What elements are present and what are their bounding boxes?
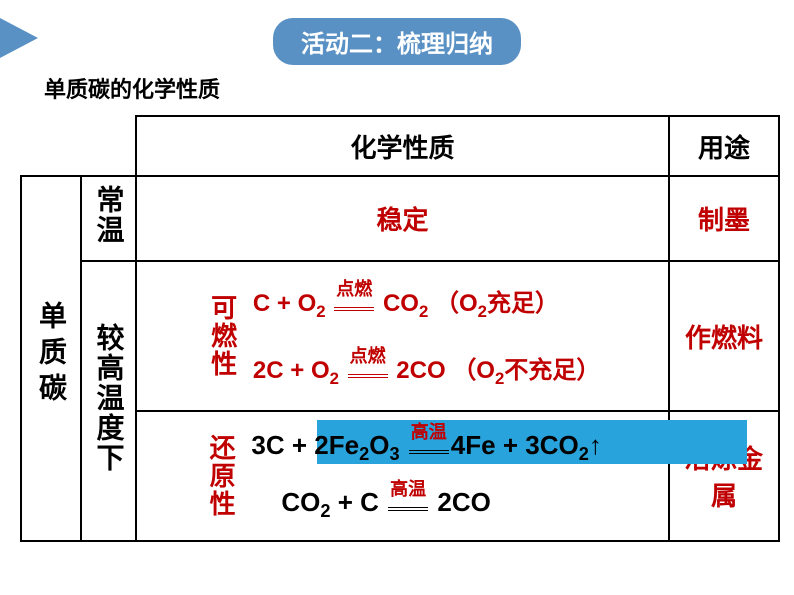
req1-arrow: ↑ bbox=[589, 430, 602, 460]
req1-condition: 高温 bbox=[407, 438, 451, 459]
property-stable-cell: 稳定 bbox=[136, 176, 669, 261]
req2-sub1: 2 bbox=[320, 501, 330, 521]
eq1-sub1: 2 bbox=[316, 302, 325, 321]
header-property: 化学性质 bbox=[136, 116, 669, 176]
use-fuel: 作燃料 bbox=[685, 323, 763, 353]
req1-mid: O bbox=[369, 430, 389, 460]
condition-high-temp: 较高温度下 bbox=[81, 261, 136, 541]
use-ink: 制墨 bbox=[698, 205, 750, 235]
condition-room-temp-label: 常温 bbox=[89, 185, 129, 245]
eq2-cond-label: 点燃 bbox=[350, 342, 386, 368]
req2-right: 2CO bbox=[437, 487, 490, 517]
req1-sub1: 2 bbox=[359, 444, 369, 464]
req2-condition: 高温 bbox=[386, 495, 430, 516]
eq2-sub1: 2 bbox=[330, 369, 339, 388]
eq1-note-right: 充足） bbox=[487, 290, 559, 317]
req2-mid: + C bbox=[331, 487, 387, 517]
req1-cond-label: 高温 bbox=[411, 418, 447, 444]
combustion-cell: 可燃性 C + O2 点燃 CO2 （O2充足） 2C + O2 点燃 2CO … bbox=[136, 261, 669, 411]
combustibility-label: 可燃性 bbox=[205, 294, 242, 378]
eq1-note-sub: 2 bbox=[478, 302, 487, 321]
reducibility-label: 还原性 bbox=[203, 434, 240, 518]
condition-high-temp-label: 较高温度下 bbox=[89, 323, 129, 473]
section-subtitle: 单质碳的化学性质 bbox=[44, 72, 220, 104]
table-row-stable: 单质碳 常温 稳定 制墨 bbox=[21, 176, 779, 261]
eq1-sub2: 2 bbox=[419, 302, 428, 321]
property-stable: 稳定 bbox=[376, 205, 428, 235]
combustion-eq-1: C + O2 点燃 CO2 （O2充足） bbox=[253, 283, 600, 322]
eq1-cond-label: 点燃 bbox=[336, 275, 372, 301]
eq2-right: 2CO （O bbox=[396, 357, 495, 384]
slide-marker-triangle bbox=[0, 18, 38, 58]
header-blank bbox=[21, 116, 136, 176]
req2-cond-label: 高温 bbox=[390, 475, 426, 501]
eq1-condition: 点燃 bbox=[332, 295, 376, 316]
reduction-equations: 3C + 2Fe2O3 高温4Fe + 3CO2↑ CO2 + C 高温 2CO bbox=[251, 422, 601, 530]
combustion-equations: C + O2 点燃 CO2 （O2充足） 2C + O2 点燃 2CO （O2不… bbox=[253, 275, 600, 397]
eq2-sub2: 2 bbox=[495, 369, 504, 388]
reduction-eq-1: 3C + 2Fe2O3 高温4Fe + 3CO2↑ bbox=[251, 430, 601, 465]
eq1-note-left: （O bbox=[435, 290, 478, 317]
eq2-left: 2C + O bbox=[253, 357, 330, 384]
use-fuel-cell: 作燃料 bbox=[669, 261, 779, 411]
req1-sub3: 2 bbox=[579, 444, 589, 464]
req1-right: 4Fe + 3CO bbox=[451, 430, 579, 460]
combustion-eq-2: 2C + O2 点燃 2CO （O2不充足） bbox=[253, 350, 600, 389]
reduction-eq-2: CO2 + C 高温 2CO bbox=[251, 487, 601, 522]
use-ink-cell: 制墨 bbox=[669, 176, 779, 261]
reduction-cell: 还原性 3C + 2Fe2O3 高温4Fe + 3CO2↑ CO2 + C 高温… bbox=[136, 411, 669, 541]
substance-label: 单质碳 bbox=[31, 301, 71, 409]
eq1-left: C + O bbox=[253, 290, 316, 317]
properties-table: 化学性质 用途 单质碳 常温 稳定 制墨 较高温度下 可燃性 C + O2 点燃… bbox=[20, 115, 780, 542]
req1-left: 3C + 2Fe bbox=[251, 430, 359, 460]
req1-sub2: 3 bbox=[389, 444, 399, 464]
table-header-row: 化学性质 用途 bbox=[21, 116, 779, 176]
eq1-right: CO bbox=[383, 290, 419, 317]
header-use: 用途 bbox=[669, 116, 779, 176]
substance-cell: 单质碳 bbox=[21, 176, 81, 541]
condition-room-temp: 常温 bbox=[81, 176, 136, 261]
activity-title-banner: 活动二：梳理归纳 bbox=[273, 18, 521, 65]
req2-left: CO bbox=[281, 487, 320, 517]
table-row-combustion: 较高温度下 可燃性 C + O2 点燃 CO2 （O2充足） 2C + O2 点… bbox=[21, 261, 779, 411]
eq2-condition: 点燃 bbox=[346, 362, 390, 383]
eq2-note: 不充足） bbox=[504, 357, 600, 384]
